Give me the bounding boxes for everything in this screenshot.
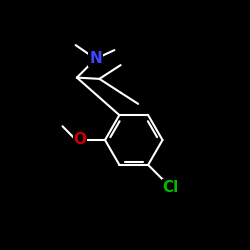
Text: N: N <box>89 51 102 66</box>
Text: O: O <box>74 132 86 148</box>
Text: Cl: Cl <box>162 180 179 195</box>
